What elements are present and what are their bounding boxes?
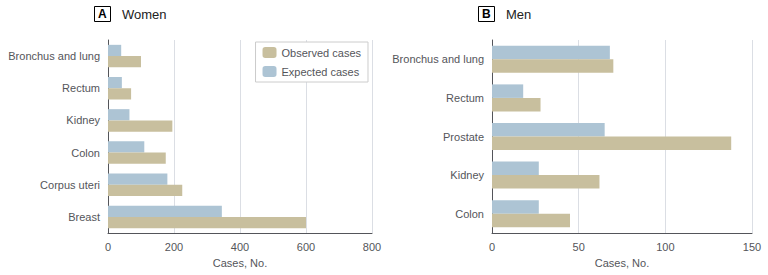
svg-text:150: 150 xyxy=(743,241,761,253)
svg-text:800: 800 xyxy=(363,241,381,253)
svg-text:Corpus uteri: Corpus uteri xyxy=(40,179,100,191)
svg-text:200: 200 xyxy=(165,241,183,253)
svg-text:0: 0 xyxy=(489,241,495,253)
svg-text:Cases, No.: Cases, No. xyxy=(595,257,649,269)
svg-text:0: 0 xyxy=(105,241,111,253)
svg-text:Colon: Colon xyxy=(455,208,484,220)
svg-text:Kidney: Kidney xyxy=(450,169,484,181)
svg-text:400: 400 xyxy=(231,241,249,253)
svg-text:Breast: Breast xyxy=(68,211,100,223)
svg-text:Expected cases: Expected cases xyxy=(282,66,360,78)
svg-text:A: A xyxy=(98,7,107,21)
svg-text:Bronchus and lung: Bronchus and lung xyxy=(8,50,100,62)
svg-text:Men: Men xyxy=(506,7,531,22)
svg-text:100: 100 xyxy=(656,241,674,253)
svg-text:Rectum: Rectum xyxy=(62,82,100,94)
svg-text:B: B xyxy=(482,7,491,21)
svg-text:Rectum: Rectum xyxy=(446,92,484,104)
svg-text:Bronchus and lung: Bronchus and lung xyxy=(392,53,484,65)
svg-text:Cases, No.: Cases, No. xyxy=(213,257,267,269)
svg-text:Women: Women xyxy=(122,7,167,22)
svg-text:Observed cases: Observed cases xyxy=(282,47,362,59)
svg-text:Prostate: Prostate xyxy=(443,131,484,143)
svg-text:600: 600 xyxy=(297,241,315,253)
svg-text:Colon: Colon xyxy=(71,147,100,159)
svg-text:Kidney: Kidney xyxy=(66,114,100,126)
svg-text:50: 50 xyxy=(573,241,585,253)
